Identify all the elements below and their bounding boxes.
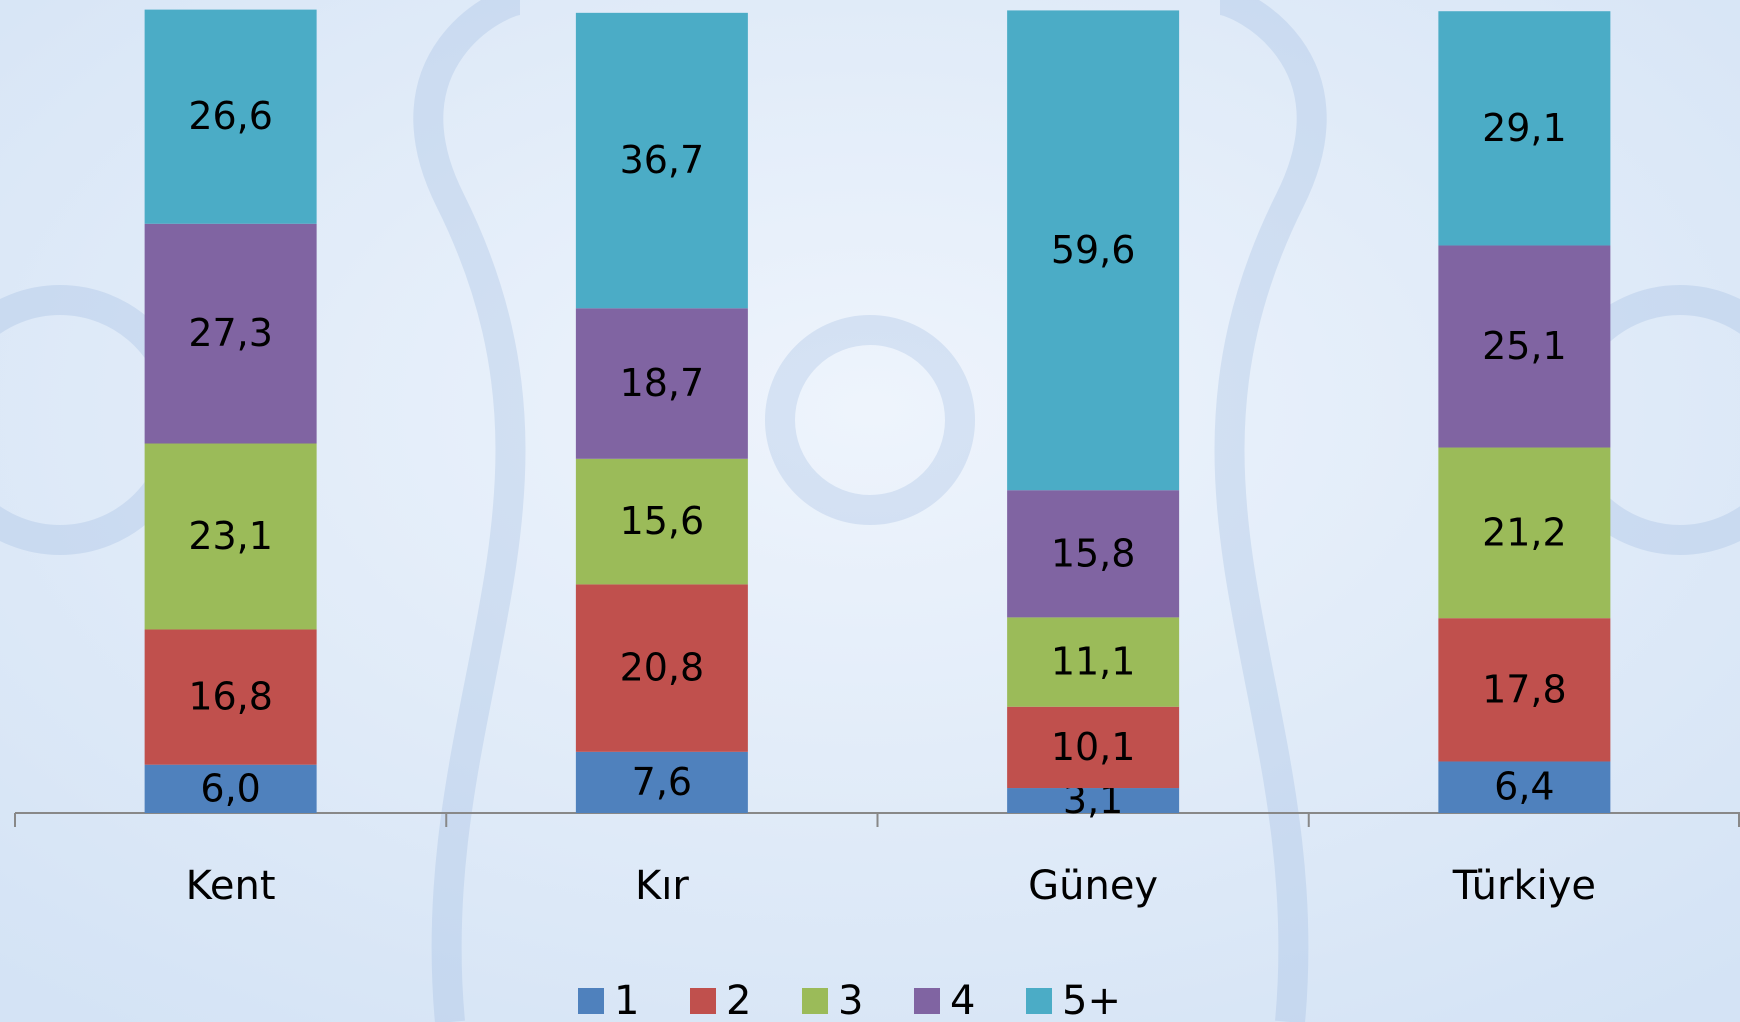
data-label: 25,1	[1482, 324, 1567, 368]
data-label: 59,6	[1051, 228, 1136, 272]
x-tick-label: Kent	[186, 863, 276, 909]
legend-label: 5+	[1062, 978, 1121, 1022]
legend-label: 4	[950, 978, 975, 1022]
data-label: 17,8	[1482, 667, 1567, 711]
data-label: 21,2	[1482, 510, 1567, 554]
legend-swatch	[802, 988, 828, 1014]
data-label: 23,1	[188, 514, 273, 558]
data-label: 26,6	[188, 94, 273, 138]
data-label: 6,0	[200, 766, 260, 810]
legend-swatch	[1026, 988, 1052, 1014]
data-label: 10,1	[1051, 725, 1136, 769]
page: 6,016,823,127,326,6Kent7,620,815,618,736…	[0, 0, 1740, 1022]
data-label: 29,1	[1482, 106, 1567, 150]
data-label: 7,6	[632, 760, 692, 804]
data-label: 11,1	[1051, 640, 1136, 684]
legend-label: 3	[838, 978, 863, 1022]
data-label: 6,4	[1494, 765, 1554, 809]
data-label: 27,3	[188, 311, 273, 355]
legend-label: 1	[614, 978, 639, 1022]
x-tick-label: Güney	[1028, 863, 1158, 909]
legend-swatch	[578, 988, 604, 1014]
data-label: 16,8	[188, 675, 273, 719]
data-label: 15,8	[1051, 531, 1136, 575]
data-label: 15,6	[620, 499, 705, 543]
data-label: 36,7	[620, 138, 705, 182]
data-label: 20,8	[620, 646, 705, 690]
chart: 6,016,823,127,326,6Kent7,620,815,618,736…	[0, 0, 1740, 1022]
legend-swatch	[690, 988, 716, 1014]
data-label: 18,7	[620, 361, 705, 405]
legend-label: 2	[726, 978, 751, 1022]
x-tick-label: Kır	[635, 863, 689, 909]
x-tick-label: Türkiye	[1452, 863, 1596, 909]
legend-swatch	[914, 988, 940, 1014]
